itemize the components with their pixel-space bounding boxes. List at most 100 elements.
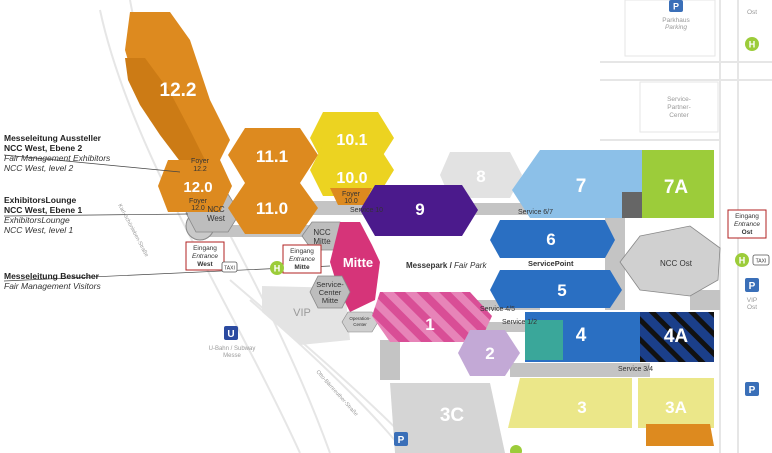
operation-center[interactable] [341,311,379,333]
entrance-mitte[interactable]: Eingang Entrance Mitte [282,244,322,274]
svg-text:H: H [274,264,281,274]
hall-7a-number: 7A [664,177,689,198]
legend-aussteller-title-1: Messeleitung Aussteller [4,133,101,143]
svg-text:Entrance: Entrance [734,221,760,228]
foyer-12-0-number: 12.0 [191,205,205,212]
hall-7-service-block [622,192,642,218]
hall-7[interactable] [512,150,642,218]
legend-aussteller-title-2: NCC West, Ebene 2 [4,143,83,153]
taxi-icon[interactable]: TAXI [221,261,238,273]
hall-11-1[interactable] [228,128,318,183]
bus-stop-icon[interactable]: H [745,37,759,51]
svg-text:Mitte: Mitte [294,264,310,271]
hall-3[interactable] [508,378,632,428]
service-center-mitte[interactable] [309,275,351,309]
hall-6[interactable] [490,220,615,258]
hall-1[interactable] [372,292,492,342]
hall-3a-base [646,424,714,446]
svg-text:H: H [749,40,756,50]
svg-text:P: P [749,281,756,292]
svg-text:Eingang: Eingang [735,213,759,220]
service-1-2-label: Service 1/2 [502,319,537,326]
parking-label: Parking [665,24,687,31]
svg-text:P: P [673,2,679,12]
hall-12-2-lower[interactable] [125,58,205,168]
parking-icon[interactable]: P [394,432,408,446]
ncc-mitte-label-1: NCC [313,228,331,237]
hall-9-number: 9 [415,200,424,219]
svg-text:H: H [739,256,746,266]
hall-2[interactable] [458,330,520,376]
hall-7a[interactable] [642,150,714,218]
parkhaus-label: Parkhaus [662,17,690,24]
bus-stop-icon[interactable]: H [735,253,749,267]
parking-icon[interactable]: P [745,278,759,292]
vip-label: VIP [293,307,311,319]
entrance-ost[interactable]: Eingang Entrance Ost [727,209,767,239]
hall-10-0-number: 10.0 [336,170,367,187]
ost-top-label: Ost [747,9,757,16]
hall-3a[interactable] [638,378,714,428]
bus-stop-icon[interactable] [510,445,522,453]
hall-4a[interactable] [640,312,714,362]
fair-park-label: Fair Park [454,261,487,270]
hall-2-number: 2 [485,344,494,363]
hall-11-0[interactable] [228,183,318,234]
hall-9[interactable] [360,185,478,236]
parking-icon[interactable]: P [669,0,683,12]
service-10-label: Service 10 [350,207,383,214]
hall-5[interactable] [490,270,622,308]
hall-3c [390,383,505,453]
foyer-12-2-number: 12.2 [193,166,207,173]
legend-lounge-title-2: NCC West, Ebene 1 [4,205,83,215]
ncc-west-label-2: West [207,214,226,223]
service-partner-label-3: Center [669,112,689,119]
svg-text:Ost: Ost [742,229,754,236]
svg-text:P: P [398,435,405,446]
hall-4a-number: 4A [664,326,689,347]
taxi-icon[interactable]: TAXI [752,254,770,266]
foyer-10-0[interactable] [330,188,372,205]
foyer-10-0-label: Foyer [342,191,361,198]
legend-lounge-sub-2: NCC West, level 1 [4,225,74,235]
ncc-ost[interactable] [619,225,721,297]
hall-10-0[interactable] [310,145,394,196]
ncc-ost-label: NCC Ost [660,259,693,268]
legend-aussteller-sub-1: Fair Management Exhibitors [4,153,111,163]
legend-aussteller-sub-2: NCC West, level 2 [4,163,74,173]
vip-ost-label-2: Ost [747,304,757,311]
bus-stop-icon[interactable]: H [270,261,284,275]
svg-text:Eingang: Eingang [193,245,217,252]
svg-text:West: West [197,261,213,268]
foyer-12-2-label: Foyer [191,158,210,165]
ubahn-label-2: Messe [223,353,241,359]
hall-8-number: 8 [476,167,485,186]
subway-icon[interactable]: U [224,326,238,340]
hall-3-number: 3 [577,398,586,417]
hall-5-number: 5 [557,281,566,300]
hall-mitte-name: Mitte [343,255,373,270]
hall-12-0[interactable] [158,160,232,212]
ncc-west-label-1: NCC [207,205,225,214]
svg-text:P: P [749,385,756,396]
hall-3a-number: 3A [665,398,687,417]
parking-icon[interactable]: P [745,382,759,396]
legend-besucher-sub-1: Fair Management Visitors [4,281,101,291]
svg-text:TAXI: TAXI [756,259,767,265]
operation-center-label-1: Operation- [349,316,371,321]
legend-lounge: ExhibitorsLounge NCC West, Ebene 1 Exhib… [4,195,144,235]
hall-11-0-number: 11.0 [256,199,288,218]
servicepoint-label: ServicePoint [528,259,574,268]
entrance-west[interactable]: Eingang Entrance West [185,241,225,271]
legend-lounge-sub-1: ExhibitorsLounge [4,215,70,225]
foyer-12-0-label: Foyer [189,198,208,205]
hall-12-2[interactable] [125,12,230,175]
hall-1-number: 1 [425,315,434,334]
operation-center-label-2: Center [353,322,367,327]
hall-10-1-number: 10.1 [336,132,367,149]
service-partner-label-1: Service- [667,96,691,103]
legend-lounge-title-1: ExhibitorsLounge [4,195,77,205]
hall-3c-number: 3C [440,405,465,426]
hall-6-number: 6 [546,230,555,249]
